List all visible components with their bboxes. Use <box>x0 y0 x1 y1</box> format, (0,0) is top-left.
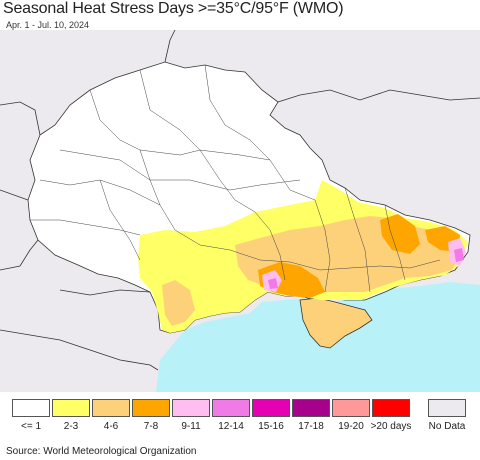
legend-label-gt20: >20 days <box>370 421 412 432</box>
legend-swatch-le1 <box>12 399 50 417</box>
zone-4-6-west <box>162 280 195 326</box>
legend-swatch-gt20 <box>372 399 410 417</box>
legend-label-19-20: 19-20 <box>338 421 364 432</box>
legend-label-no-data: No Data <box>428 421 466 432</box>
heat-stress-map <box>0 30 480 392</box>
legend-label-9-11: 9-11 <box>181 421 201 432</box>
legend-swatch-4-6 <box>92 399 130 417</box>
legend-label-4-6: 4-6 <box>103 421 119 432</box>
crimea <box>299 297 373 349</box>
oblast-borders <box>30 64 441 293</box>
zone-12-14-south <box>268 278 278 289</box>
zone-7-8-east <box>380 214 420 254</box>
legend-swatch-no-data <box>428 399 466 417</box>
legend-swatch-2-3 <box>52 399 90 417</box>
legend-swatch-19-20 <box>332 399 370 417</box>
legend-swatch-7-8 <box>132 399 170 417</box>
legend-label-12-14: 12-14 <box>218 421 244 432</box>
source-credit: Source: World Meteorological Organizatio… <box>6 446 197 457</box>
legend-label-15-16: 15-16 <box>258 421 284 432</box>
map-title: Seasonal Heat Stress Days >=35°C/95°F (W… <box>3 0 344 17</box>
legend-label-7-8: 7-8 <box>143 421 159 432</box>
legend-label-17-18: 17-18 <box>298 421 324 432</box>
legend-swatch-17-18 <box>292 399 330 417</box>
legend-swatch-12-14 <box>212 399 250 417</box>
legend-swatch-15-16 <box>252 399 290 417</box>
zone-12-14-east <box>454 248 464 262</box>
country-borders <box>0 30 480 371</box>
legend-label-le1: <= 1 <box>20 421 42 432</box>
legend-label-2-3: 2-3 <box>63 421 79 432</box>
legend-swatch-9-11 <box>172 399 210 417</box>
map-subtitle: Apr. 1 - Jul. 10, 2024 <box>6 20 90 30</box>
